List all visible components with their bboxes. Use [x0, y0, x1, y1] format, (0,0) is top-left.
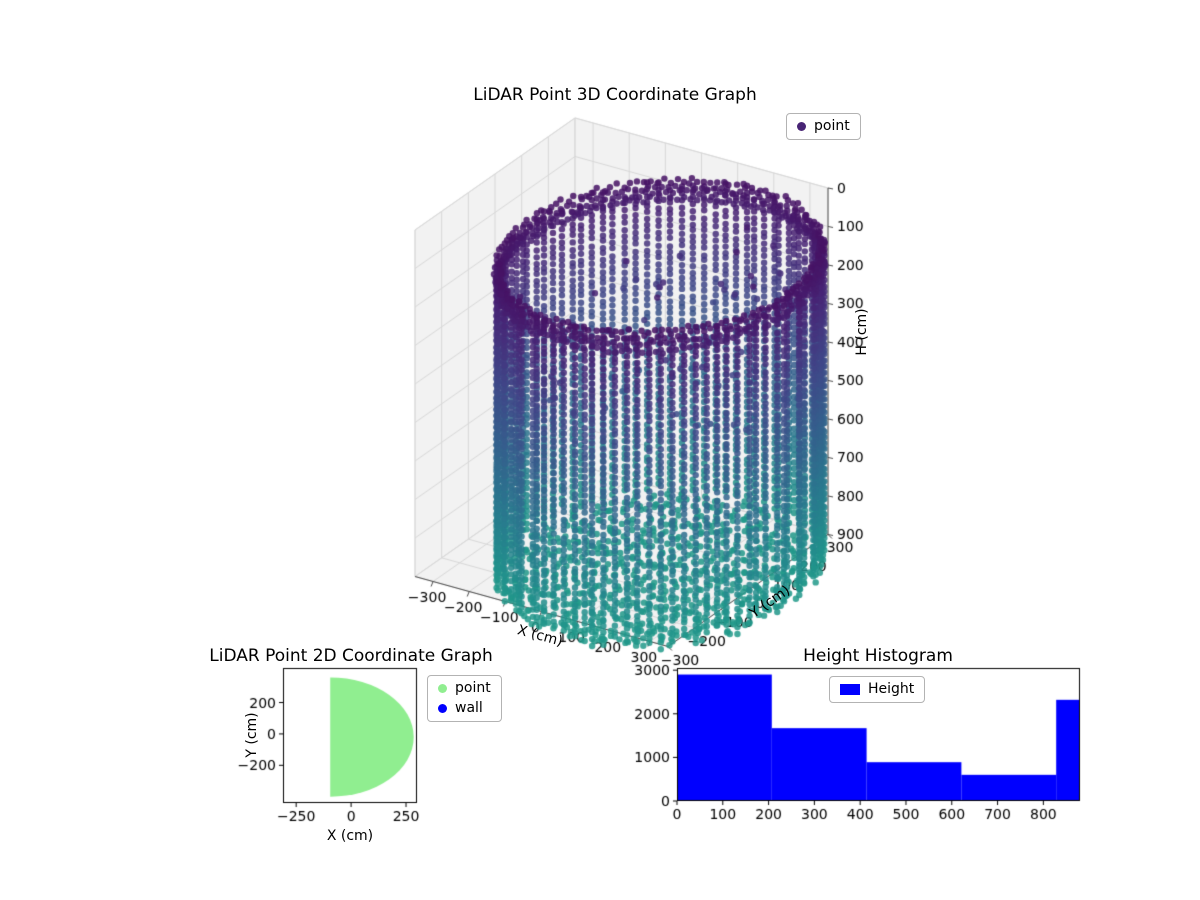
chart2d-legend: point wall [427, 675, 502, 722]
legend-label-wall: wall [455, 700, 483, 716]
legend-item-wall: wall [438, 700, 491, 717]
legend-item-point: point [438, 680, 491, 697]
legend-label-height: Height [868, 681, 915, 697]
point-marker-icon [797, 122, 806, 131]
chart3d-title: LiDAR Point 3D Coordinate Graph [473, 85, 757, 105]
wall-marker-icon [438, 704, 447, 713]
histogram-title: Height Histogram [803, 646, 953, 666]
chart3d-legend: point [786, 113, 861, 140]
legend-item-height: Height [840, 681, 914, 698]
chart2d-y-axis-label: Y (cm) [244, 712, 260, 758]
chart2d-title: LiDAR Point 2D Coordinate Graph [209, 646, 493, 666]
histogram-legend: Height [829, 676, 926, 703]
legend-label-point: point [814, 118, 850, 134]
legend-label-point: point [455, 680, 491, 696]
chart3d-z-axis-label: H (cm) [854, 308, 870, 356]
height-patch-icon [840, 684, 860, 695]
legend-item-point: point [797, 118, 850, 135]
chart2d-x-axis-label: X (cm) [326, 828, 374, 844]
point-marker-icon [438, 684, 447, 693]
